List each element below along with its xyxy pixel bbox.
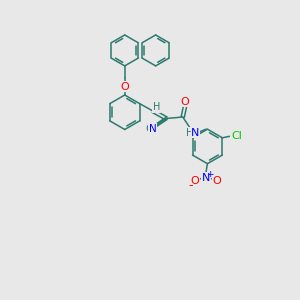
Text: N: N (148, 124, 156, 134)
Text: H: H (153, 102, 160, 112)
Text: O: O (120, 82, 129, 92)
Text: Cl: Cl (231, 131, 242, 141)
Text: C: C (145, 124, 152, 134)
Text: -: - (188, 178, 193, 192)
Text: O: O (181, 97, 190, 107)
Text: N: N (191, 128, 200, 138)
Text: +: + (206, 170, 214, 179)
Text: H: H (186, 128, 193, 138)
Text: O: O (213, 176, 222, 186)
Text: N: N (202, 173, 210, 183)
Text: O: O (190, 176, 199, 186)
